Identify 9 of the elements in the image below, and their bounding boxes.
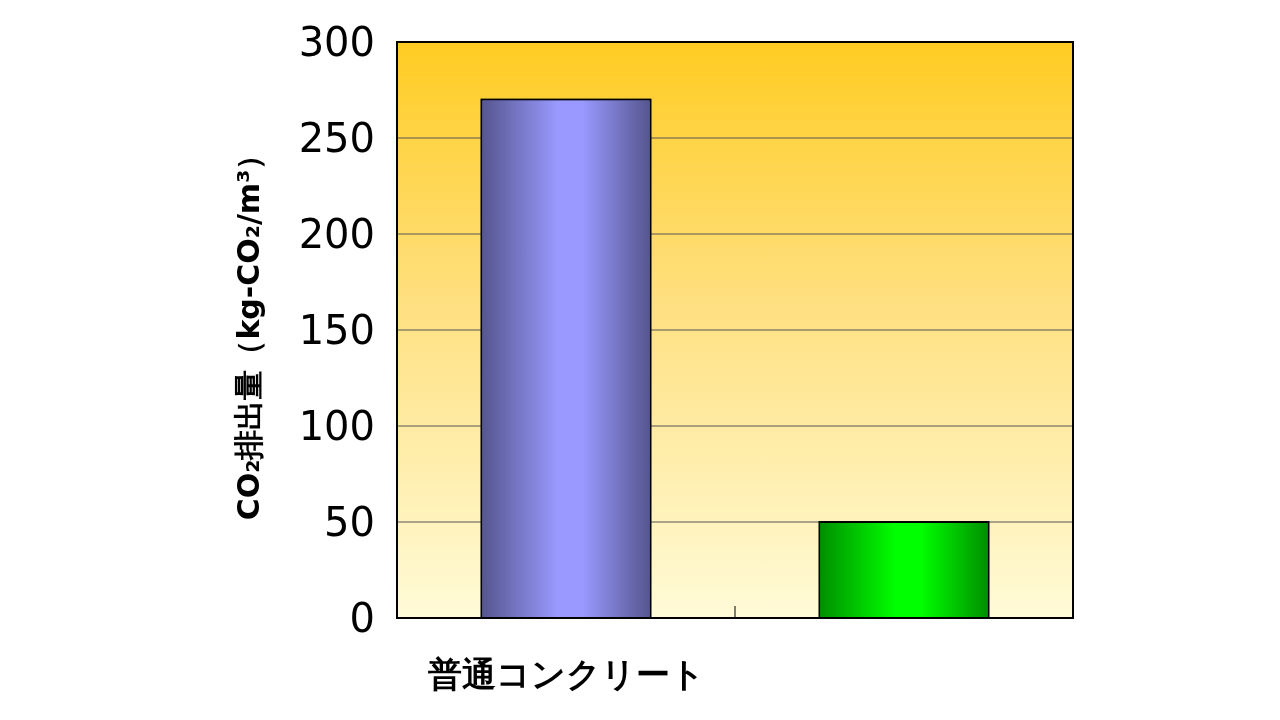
y-tick-label: 0 — [349, 595, 375, 641]
y-tick-label: 150 — [298, 307, 375, 353]
y-axis-title: CO₂排出量（kg-CO₂/m³） — [231, 139, 266, 521]
y-tick-label: 50 — [324, 499, 375, 545]
y-tick-label: 200 — [298, 211, 375, 257]
y-tick-label: 100 — [298, 403, 375, 449]
y-tick-label: 250 — [298, 115, 375, 161]
y-tick-label: 300 — [298, 19, 375, 65]
x-tick-label: 普通コンクリート — [427, 654, 705, 694]
